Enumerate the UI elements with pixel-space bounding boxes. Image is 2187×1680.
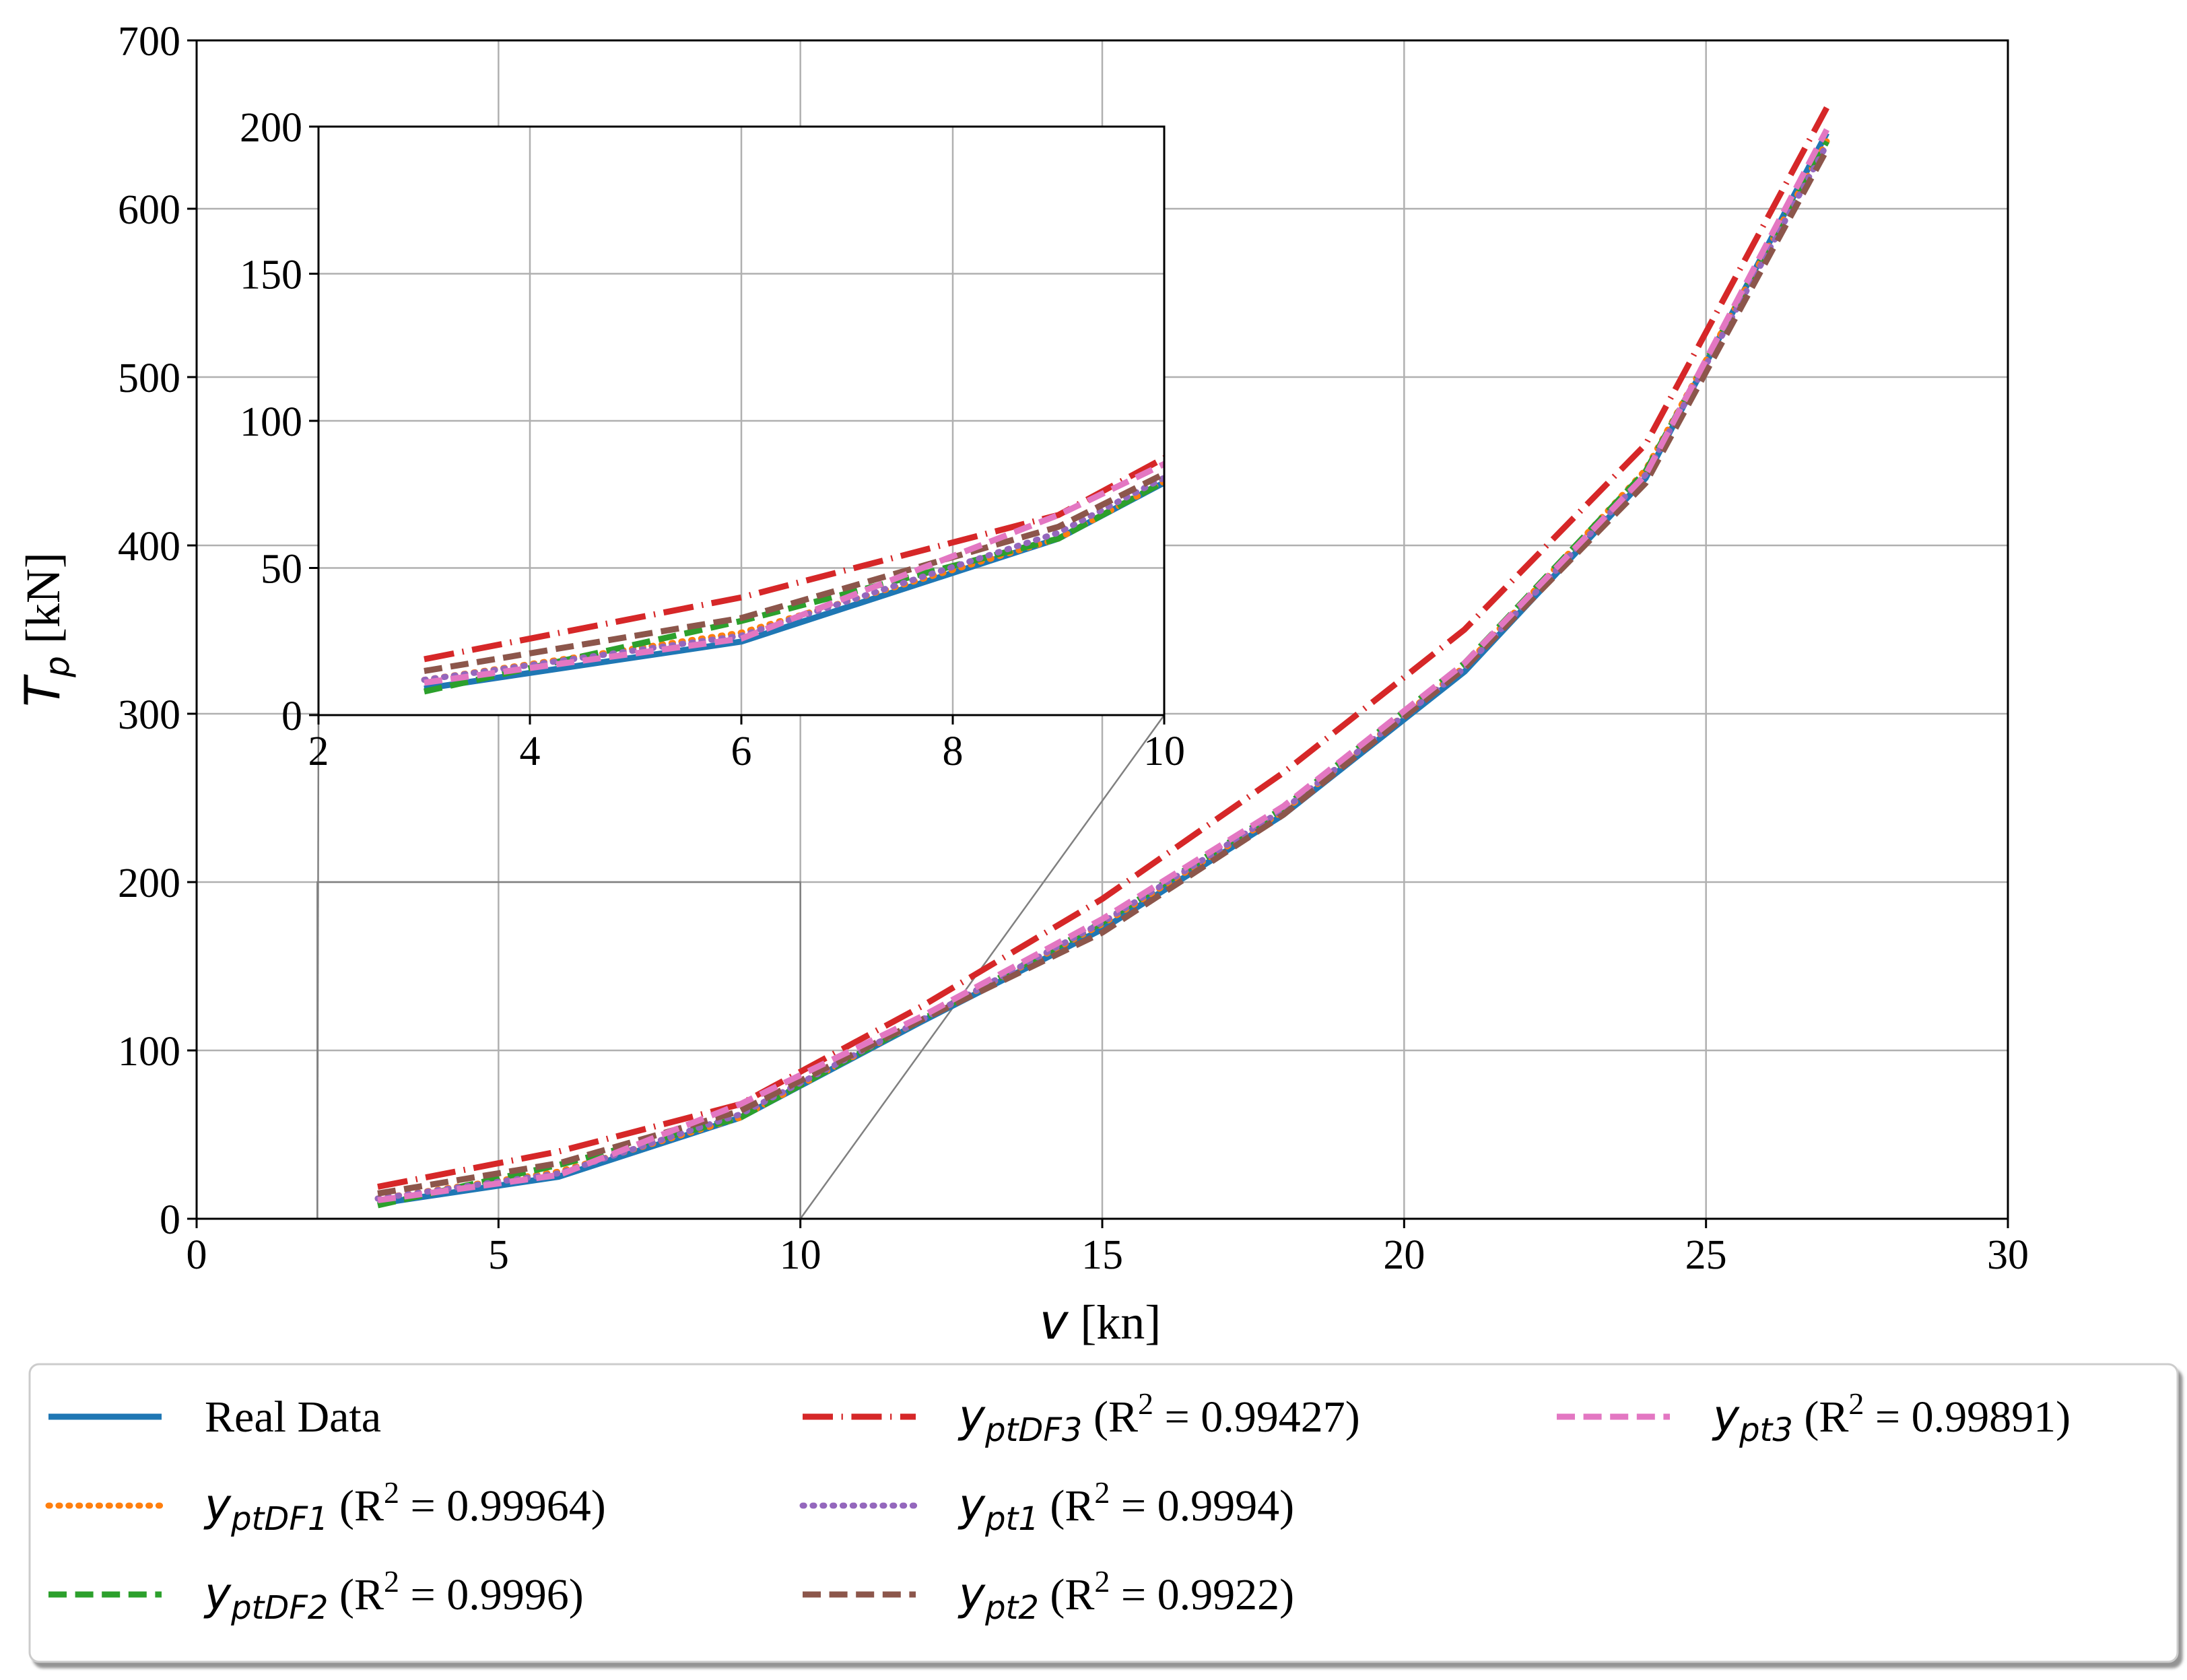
y-axis-label: Tp [kN]	[14, 552, 77, 707]
main-series-line-pt2	[377, 148, 1829, 1197]
legend-item-pt2: ypt2 (R2 = 0.9922)	[803, 1564, 1294, 1627]
legend: Real Data yptDF1 (R2 = 0.99964) yptDF2 (R2…	[28, 1363, 2179, 1663]
inset-y-tick-label: 100	[240, 399, 302, 445]
main-x-tick-label: 10	[780, 1232, 821, 1278]
inset-x-ticks: 2 4 6 8 10	[308, 715, 1185, 774]
legend-label-pt1: ypt1 (R2 = 0.9994)	[957, 1475, 1294, 1538]
legend-item-real: Real Data	[48, 1392, 381, 1442]
legend-item-pt1: ypt1 (R2 = 0.9994)	[799, 1475, 1294, 1538]
main-x-ticks: 0 5 10 15 20 25 30	[187, 1219, 2029, 1278]
main-series-line-pt3	[377, 128, 1829, 1203]
inset-x-tick-label: 4	[520, 729, 541, 774]
x-axis-label: v [kn]	[1040, 1293, 1162, 1350]
y-axis-subscript: p	[38, 656, 77, 678]
x-axis-unit: [kn]	[1068, 1296, 1161, 1349]
inset-series-line-pt3	[424, 461, 1164, 686]
legend-label-pt2: ypt2 (R2 = 0.9922)	[957, 1564, 1294, 1627]
main-y-tick-label: 400	[118, 524, 180, 570]
inset-x-tick-label: 8	[943, 729, 964, 774]
inset-y-ticks: 0 50 100 150 200	[240, 105, 318, 739]
legend-label-ptDF1: yptDF1 (R2 = 0.99964)	[203, 1475, 606, 1538]
main-x-tick-label: 25	[1685, 1232, 1727, 1278]
main-y-tick-label: 100	[118, 1029, 180, 1075]
main-x-tick-label: 20	[1383, 1232, 1425, 1278]
main-y-tick-label: 200	[118, 861, 180, 906]
main-x-tick-label: 15	[1081, 1232, 1123, 1278]
legend-item-ptDF3: yptDF3 (R2 = 0.99427)	[803, 1386, 1360, 1449]
inset-x-tick-label: 2	[308, 729, 329, 774]
main-y-tick-label: 700	[118, 19, 180, 65]
y-axis-unit: [kN]	[16, 552, 70, 656]
inset-series-line-pt2	[424, 470, 1164, 674]
inset-x-tick-label: 10	[1143, 729, 1185, 774]
legend-label-ptDF3: yptDF3 (R2 = 0.99427)	[957, 1386, 1360, 1449]
main-y-tick-label: 600	[118, 187, 180, 233]
main-y-ticks: 0 100 200 300 400 500 600 700	[118, 19, 197, 1243]
main-x-tick-label: 5	[488, 1232, 509, 1278]
inset-y-tick-label: 200	[240, 105, 302, 151]
inset-plot-lines	[421, 455, 1164, 695]
main-series-line-ptDF3	[377, 106, 1829, 1190]
inset-series-line-ptDF2	[424, 478, 1164, 695]
legend-item-ptDF2: yptDF2 (R2 = 0.9996)	[48, 1564, 584, 1627]
main-y-tick-label: 300	[118, 692, 180, 738]
main-plot-lines	[374, 106, 1830, 1209]
inset-y-tick-label: 50	[261, 547, 302, 593]
inset-series-line-real	[424, 479, 1164, 692]
x-axis-symbol: v	[1040, 1293, 1069, 1350]
zoom-connector-left	[316, 714, 320, 1219]
main-x-tick-label: 30	[1987, 1232, 2029, 1278]
inset-x-tick-label: 6	[731, 729, 752, 774]
legend-label-pt3: ypt3 (R2 = 0.99891)	[1712, 1386, 2071, 1449]
legend-box	[28, 1363, 2179, 1663]
legend-label-real: Real Data	[205, 1392, 381, 1442]
legend-item-ptDF1: yptDF1 (R2 = 0.99964)	[45, 1475, 606, 1538]
inset-y-tick-label: 0	[281, 694, 302, 739]
y-axis-symbol: T	[14, 674, 71, 707]
main-x-tick-label: 0	[187, 1232, 207, 1278]
legend-label-ptDF2: yptDF2 (R2 = 0.9996)	[203, 1564, 584, 1627]
main-y-tick-label: 0	[160, 1197, 180, 1243]
inset-series-line-pt1	[421, 474, 1164, 683]
main-y-tick-label: 500	[118, 356, 180, 401]
inset-y-tick-label: 150	[240, 253, 302, 298]
legend-item-pt3: ypt3 (R2 = 0.99891)	[1557, 1386, 2071, 1449]
